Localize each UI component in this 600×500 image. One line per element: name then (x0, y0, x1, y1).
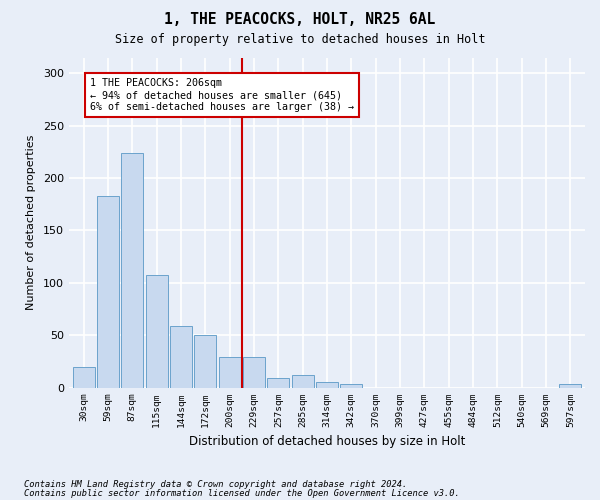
Bar (559, 384, 581, 388)
Y-axis label: Number of detached properties: Number of detached properties (26, 135, 36, 310)
X-axis label: Distribution of detached houses by size in Holt: Distribution of detached houses by size … (189, 435, 465, 448)
Bar (316, 382, 338, 388)
Bar (268, 378, 289, 388)
Text: 1, THE PEACOCKS, HOLT, NR25 6AL: 1, THE PEACOCKS, HOLT, NR25 6AL (164, 12, 436, 28)
Bar (121, 153, 143, 388)
Bar (170, 326, 192, 388)
Text: 1 THE PEACOCKS: 206sqm
← 94% of detached houses are smaller (645)
6% of semi-det: 1 THE PEACOCKS: 206sqm ← 94% of detached… (89, 78, 353, 112)
Bar (218, 357, 241, 388)
Text: Contains public sector information licensed under the Open Government Licence v3: Contains public sector information licen… (24, 489, 460, 498)
Text: Size of property relative to detached houses in Holt: Size of property relative to detached ho… (115, 32, 485, 46)
Bar (146, 276, 167, 388)
Text: Contains HM Land Registry data © Crown copyright and database right 2024.: Contains HM Land Registry data © Crown c… (24, 480, 407, 489)
Bar (97, 196, 119, 388)
Bar (73, 366, 95, 388)
Bar (292, 375, 314, 388)
Bar (243, 357, 265, 388)
Bar (340, 384, 362, 388)
Bar (194, 335, 216, 388)
